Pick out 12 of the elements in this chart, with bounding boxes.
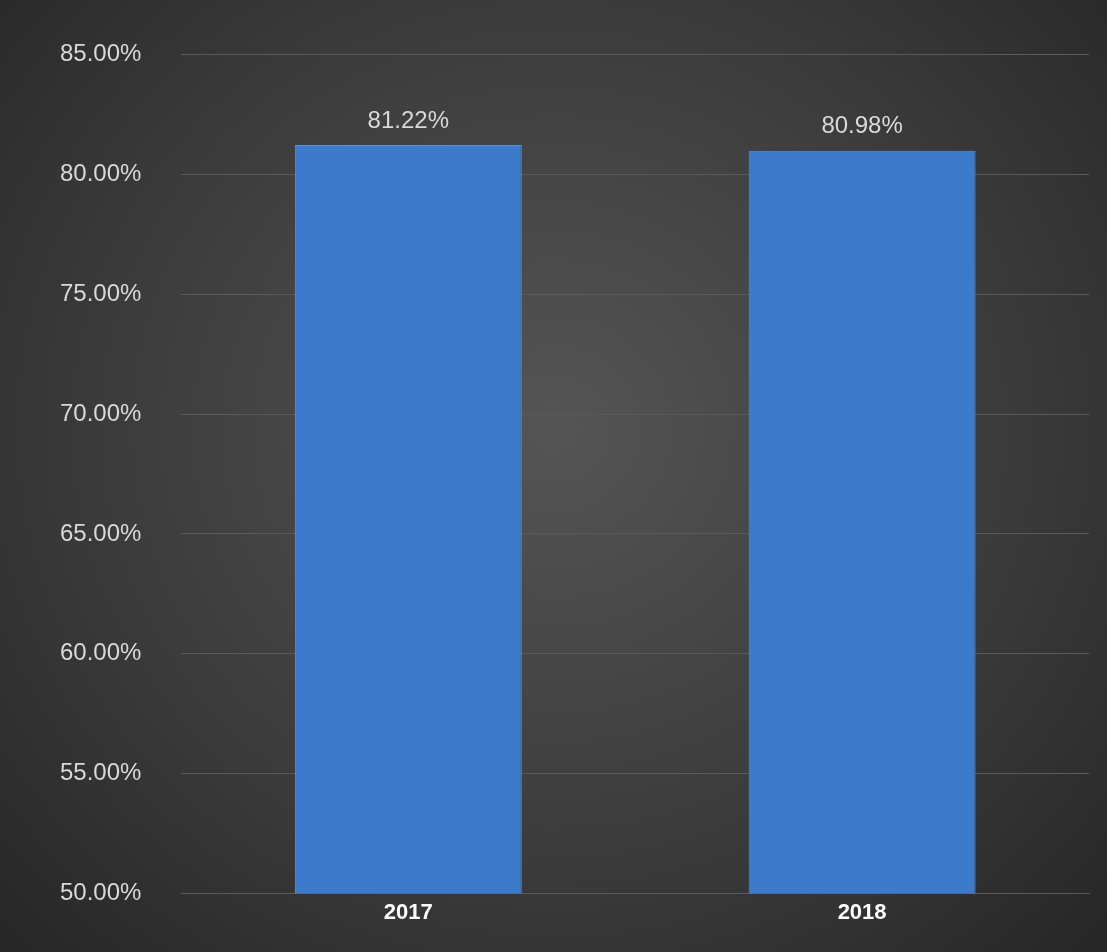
x-tick-label: 2018 xyxy=(837,898,887,924)
data-label: 81.22% xyxy=(367,105,449,133)
y-tick-label: 80.00% xyxy=(59,158,142,186)
x-tick-label: 2017 xyxy=(383,898,433,924)
y-tick-label: 55.00% xyxy=(59,758,142,786)
y-tick-label: 50.00% xyxy=(59,878,142,906)
y-tick-label: 85.00% xyxy=(59,39,142,67)
y-tick-label: 65.00% xyxy=(59,518,142,546)
y-tick-label: 60.00% xyxy=(59,638,142,666)
y-tick-label: 75.00% xyxy=(59,278,142,306)
y-tick-label: 70.00% xyxy=(59,398,142,426)
data-label: 80.98% xyxy=(821,111,903,139)
